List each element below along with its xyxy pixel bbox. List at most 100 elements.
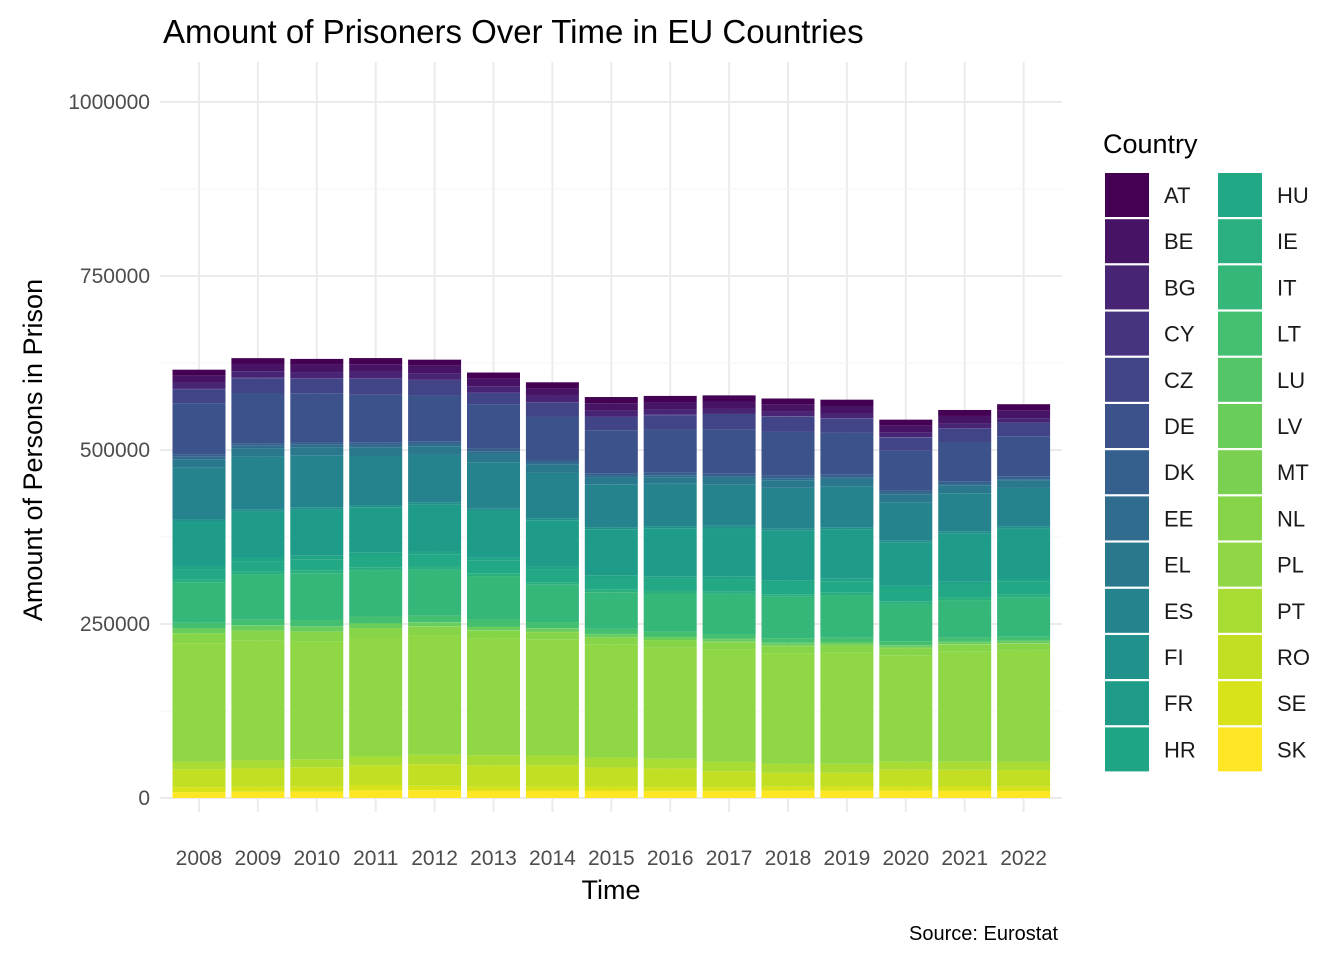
bar-segment-hr-2019 (820, 578, 874, 582)
bar-segment-sk-2009 (231, 791, 285, 798)
bar-segment-fr-2017 (702, 528, 756, 577)
bar-segment-el-2008 (172, 459, 226, 468)
bar-segment-fi-2011 (349, 505, 403, 508)
bar-segment-be-2013 (467, 378, 520, 387)
bar-segment-ie-2013 (467, 573, 520, 577)
legend-key-nl (1218, 496, 1262, 541)
bar-segment-hu-2010 (290, 559, 344, 571)
bar-segment-es-2022 (997, 487, 1051, 527)
bar-segment-at-2019 (820, 399, 874, 407)
bar-segment-lv-2010 (290, 626, 344, 632)
bar-segment-de-2019 (820, 432, 874, 475)
bar-segment-pt-2009 (231, 760, 285, 769)
bar-segment-be-2012 (408, 365, 462, 374)
bar-segment-cy-2011 (349, 378, 403, 379)
bar-segment-fi-2020 (879, 540, 933, 543)
bar-segment-de-2020 (879, 450, 933, 491)
bar-segment-ie-2014 (525, 582, 579, 585)
bar-segment-pl-2019 (820, 652, 874, 764)
bar-segment-fi-2010 (290, 507, 344, 510)
bar-segment-ro-2014 (525, 765, 579, 787)
legend-key-it (1218, 265, 1262, 310)
bar-segment-ie-2012 (408, 566, 462, 570)
bar-segment-el-2012 (408, 446, 462, 455)
bar-segment-be-2016 (643, 402, 697, 410)
x-axis-title: Time (582, 875, 641, 905)
bar-segment-pt-2010 (290, 759, 344, 768)
bar-segment-fr-2018 (761, 530, 815, 581)
bar-segment-hr-2020 (879, 585, 933, 589)
bars (172, 358, 1051, 798)
bar-segment-ee-2014 (525, 462, 579, 465)
bar-segment-de-2016 (643, 429, 697, 473)
legend-label-hu: HU (1277, 183, 1309, 208)
legend-label-ee: EE (1164, 506, 1193, 531)
bar-segment-pt-2008 (172, 761, 226, 770)
bar-segment-bg-2008 (172, 382, 226, 389)
bar-segment-ro-2019 (820, 772, 874, 787)
y-tick-label: 0 (138, 787, 150, 810)
bar-segment-be-2018 (761, 404, 815, 412)
bar-segment-ro-2009 (231, 768, 285, 787)
bar-segment-lt-2011 (349, 616, 403, 624)
bar-segment-fi-2021 (938, 531, 992, 534)
bar-segment-ro-2011 (349, 765, 403, 786)
bar-segment-cz-2015 (584, 416, 638, 431)
bar-segment-be-2017 (702, 401, 756, 409)
bar-segment-de-2014 (525, 416, 579, 461)
legend-label-es: ES (1164, 599, 1193, 624)
bar-segment-fr-2021 (938, 533, 992, 582)
legend-key-cy (1105, 311, 1149, 356)
bar-segment-bg-2012 (408, 373, 462, 380)
bar-segment-pl-2021 (938, 651, 992, 762)
bar-segment-it-2020 (879, 603, 933, 642)
bar-segment-es-2016 (643, 483, 697, 527)
bar-segment-cy-2019 (820, 418, 874, 419)
bar-segment-be-2010 (290, 364, 344, 373)
bar-segment-hu-2008 (172, 569, 226, 580)
bar-segment-sk-2018 (761, 790, 815, 798)
bar-segment-sk-2013 (467, 790, 520, 798)
x-tick-label: 2019 (824, 847, 871, 870)
bar-segment-pt-2021 (938, 761, 992, 770)
bar-segment-cz-2021 (938, 428, 992, 442)
bar-segment-de-2021 (938, 441, 992, 482)
bar-segment-fr-2014 (525, 520, 579, 567)
bar-segment-fi-2016 (643, 526, 697, 529)
bar-segment-es-2021 (938, 493, 992, 532)
legend-label-fr: FR (1164, 691, 1193, 716)
bar-segment-el-2011 (349, 447, 403, 456)
bar-segment-it-2008 (172, 582, 226, 623)
bar-segment-pt-2017 (702, 761, 756, 772)
bar-segment-pl-2015 (584, 644, 638, 758)
bar-segment-pl-2016 (643, 647, 697, 759)
bar-segment-de-2010 (290, 393, 344, 443)
bar-segment-se-2015 (584, 786, 638, 791)
x-tick-label: 2013 (470, 847, 517, 870)
bar-segment-fi-2017 (702, 525, 756, 529)
bar-segment-dk-2020 (879, 490, 933, 493)
bar-segment-dk-2014 (525, 460, 579, 463)
bar-segment-be-2014 (525, 388, 579, 396)
bar-segment-ie-2016 (643, 590, 697, 594)
bar-segment-sk-2016 (643, 791, 697, 798)
bar-segment-nl-2016 (643, 640, 697, 648)
bar-segment-mt-2021 (938, 644, 992, 645)
bar-segment-cy-2012 (408, 379, 462, 381)
bar-segment-ie-2008 (172, 579, 226, 583)
bar-segment-lv-2015 (584, 634, 638, 638)
bar-segment-cz-2016 (643, 415, 697, 430)
legend-key-lu (1218, 357, 1262, 402)
bar-segment-fi-2015 (584, 527, 638, 530)
x-tick-label: 2011 (353, 847, 398, 870)
bar-segment-ro-2008 (172, 769, 226, 788)
bar-segment-fi-2008 (172, 519, 226, 522)
legend-key-pt (1218, 588, 1262, 633)
legend-label-be: BE (1164, 229, 1193, 254)
bar-segment-hu-2019 (820, 581, 874, 593)
bar-segment-pl-2010 (290, 641, 344, 760)
bar-segment-ee-2011 (349, 444, 403, 448)
bar-segment-dk-2019 (820, 474, 874, 478)
bar-segment-se-2020 (879, 786, 933, 791)
